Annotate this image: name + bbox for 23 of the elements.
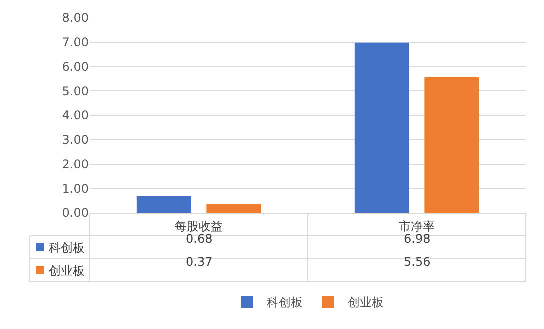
y-tick-label: 1.00 [62,182,89,196]
data-label: 5.56 [404,255,431,269]
legend-label: 创业板 [348,296,384,310]
x-tick-label: 每股收益 [175,219,223,234]
y-tick-label: 4.00 [62,108,89,123]
data-label: 0.68 [186,232,213,246]
y-tick-label: 8.00 [62,11,89,26]
y-tick-label: 0.00 [62,206,89,220]
text: 科创板 [267,296,303,310]
text: 创业板 [49,264,85,278]
y-tick-label: 3.00 [62,133,89,148]
data-label: 6.98 [404,232,431,246]
bar [424,77,480,213]
y-tick-label: 2.00 [62,157,89,172]
y-tick-label: 5.00 [62,84,89,98]
legend-label: 科创板 [49,241,85,255]
data-label: 0.37 [186,255,213,269]
bar [136,196,192,213]
x-tick-label: 市净率 [399,219,435,234]
y-tick-label: 7.00 [62,36,89,50]
y-tick-label: 6.00 [62,60,89,74]
bar [206,204,262,213]
bar [354,42,410,213]
